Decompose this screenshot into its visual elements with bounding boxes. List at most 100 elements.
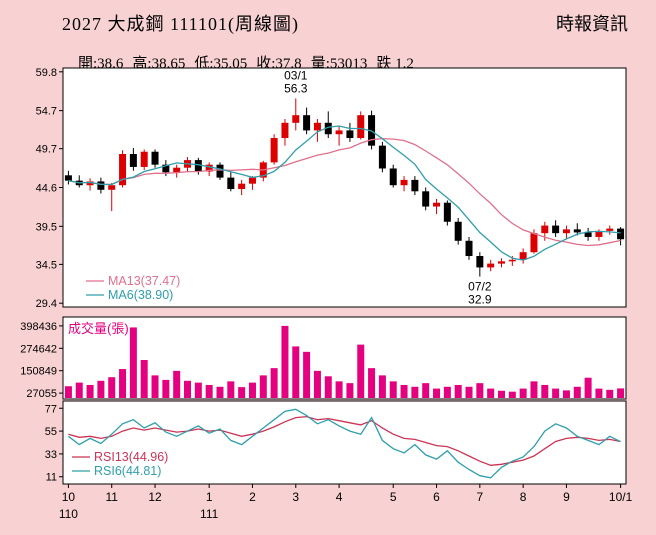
volume-bar bbox=[108, 377, 116, 398]
candle-body bbox=[205, 164, 213, 172]
candle-body bbox=[573, 229, 581, 233]
rsi6-legend-label: RSI6(44.81) bbox=[94, 464, 161, 478]
volume-bar bbox=[173, 370, 181, 398]
month-label: 7 bbox=[476, 490, 483, 504]
volume-bar bbox=[378, 375, 386, 398]
volume-bar bbox=[573, 386, 581, 398]
candle-body bbox=[227, 177, 235, 190]
volume-bar bbox=[259, 375, 267, 398]
volume-bar bbox=[75, 382, 83, 398]
volume-bar bbox=[357, 344, 365, 398]
volume-bar bbox=[584, 377, 592, 398]
volume-bar bbox=[422, 383, 430, 398]
price-axis-label: 54.7 bbox=[36, 106, 57, 118]
low-annotation-price: 32.9 bbox=[468, 293, 492, 307]
candle-body bbox=[86, 181, 94, 186]
candle-body bbox=[389, 168, 397, 186]
candle-body bbox=[508, 259, 516, 262]
month-label: 11 bbox=[105, 490, 118, 504]
volume-bar bbox=[162, 379, 170, 398]
volume-bar bbox=[595, 388, 603, 398]
candle-body bbox=[422, 191, 430, 207]
volume-bar bbox=[184, 380, 192, 398]
ma13-line bbox=[68, 137, 621, 247]
candle-body bbox=[151, 151, 159, 165]
volume-legend-label: 成交量(張) bbox=[68, 321, 129, 336]
candle-body bbox=[584, 232, 592, 237]
rsi-axis-label: 11 bbox=[46, 472, 57, 484]
volume-bar bbox=[97, 380, 105, 398]
volume-bar bbox=[433, 388, 441, 398]
volume-bar bbox=[487, 388, 495, 398]
price-axis-label: 39.5 bbox=[36, 221, 57, 233]
volume-bar bbox=[606, 389, 614, 398]
candle-body bbox=[497, 261, 505, 264]
candle-body bbox=[519, 252, 527, 260]
volume-bar bbox=[454, 384, 462, 398]
candle-body bbox=[617, 228, 625, 240]
volume-bar bbox=[335, 381, 343, 398]
volume-bar bbox=[227, 381, 235, 398]
volume-bar bbox=[313, 370, 321, 398]
month-label: 8 bbox=[520, 490, 527, 504]
candle-body bbox=[541, 225, 549, 234]
month-label: 1 bbox=[206, 490, 213, 504]
price-axis-label: 49.7 bbox=[36, 144, 57, 156]
candle-body bbox=[465, 240, 473, 257]
volume-bar bbox=[292, 346, 300, 398]
rsi13-legend-label: RSI13(44.96) bbox=[94, 450, 168, 464]
volume-bar bbox=[389, 381, 397, 398]
candle-body bbox=[378, 145, 386, 169]
candle-body bbox=[357, 115, 365, 139]
volume-bar bbox=[552, 388, 560, 398]
candle-body bbox=[162, 164, 170, 173]
candle-body bbox=[270, 138, 278, 163]
candle-body bbox=[476, 256, 484, 268]
candle-body bbox=[443, 202, 451, 222]
candle-body bbox=[454, 221, 462, 241]
month-label: 4 bbox=[336, 490, 343, 504]
candle-body bbox=[173, 167, 181, 173]
rsi-axis-label: 55 bbox=[45, 426, 57, 438]
rsi-axis-label: 33 bbox=[45, 449, 57, 461]
low-annotation-date: 07/2 bbox=[468, 280, 492, 294]
candle-body bbox=[108, 185, 116, 190]
price-axis-label: 59.8 bbox=[36, 67, 57, 79]
ma13-legend-label: MA13(37.47) bbox=[108, 274, 180, 288]
volume-bar bbox=[465, 386, 473, 398]
candle-body bbox=[64, 175, 72, 181]
candle-body bbox=[129, 154, 137, 167]
volume-bar bbox=[411, 386, 419, 398]
volume-bar bbox=[281, 325, 289, 398]
ma6-line bbox=[68, 125, 621, 261]
candle-body bbox=[194, 160, 202, 172]
volume-bar bbox=[303, 351, 311, 398]
volume-bar bbox=[194, 382, 202, 398]
volume-bar bbox=[324, 376, 332, 398]
price-axis-label: 44.6 bbox=[36, 183, 57, 195]
volume-bar bbox=[617, 388, 625, 398]
candle-body bbox=[238, 183, 246, 190]
month-label: 5 bbox=[390, 490, 397, 504]
volume-bar bbox=[497, 390, 505, 398]
candle-body bbox=[595, 230, 603, 237]
volume-axis-label: 398436 bbox=[20, 321, 57, 333]
volume-bar bbox=[270, 368, 278, 398]
volume-bar bbox=[238, 387, 246, 398]
volume-bar bbox=[530, 381, 538, 398]
candle-body bbox=[303, 115, 311, 131]
volume-bar bbox=[508, 391, 516, 398]
candle-body bbox=[562, 229, 570, 234]
main-panel bbox=[62, 67, 627, 308]
volume-axis-label: 27055 bbox=[26, 388, 57, 400]
candle-body bbox=[433, 202, 441, 207]
candle-body bbox=[552, 225, 560, 234]
candle-body bbox=[530, 233, 538, 253]
candle-body bbox=[140, 151, 148, 167]
candle-body bbox=[606, 228, 614, 231]
rsi6-line bbox=[68, 408, 621, 479]
volume-bar bbox=[119, 369, 127, 398]
month-label: 9 bbox=[563, 490, 570, 504]
candle-body bbox=[292, 115, 300, 123]
